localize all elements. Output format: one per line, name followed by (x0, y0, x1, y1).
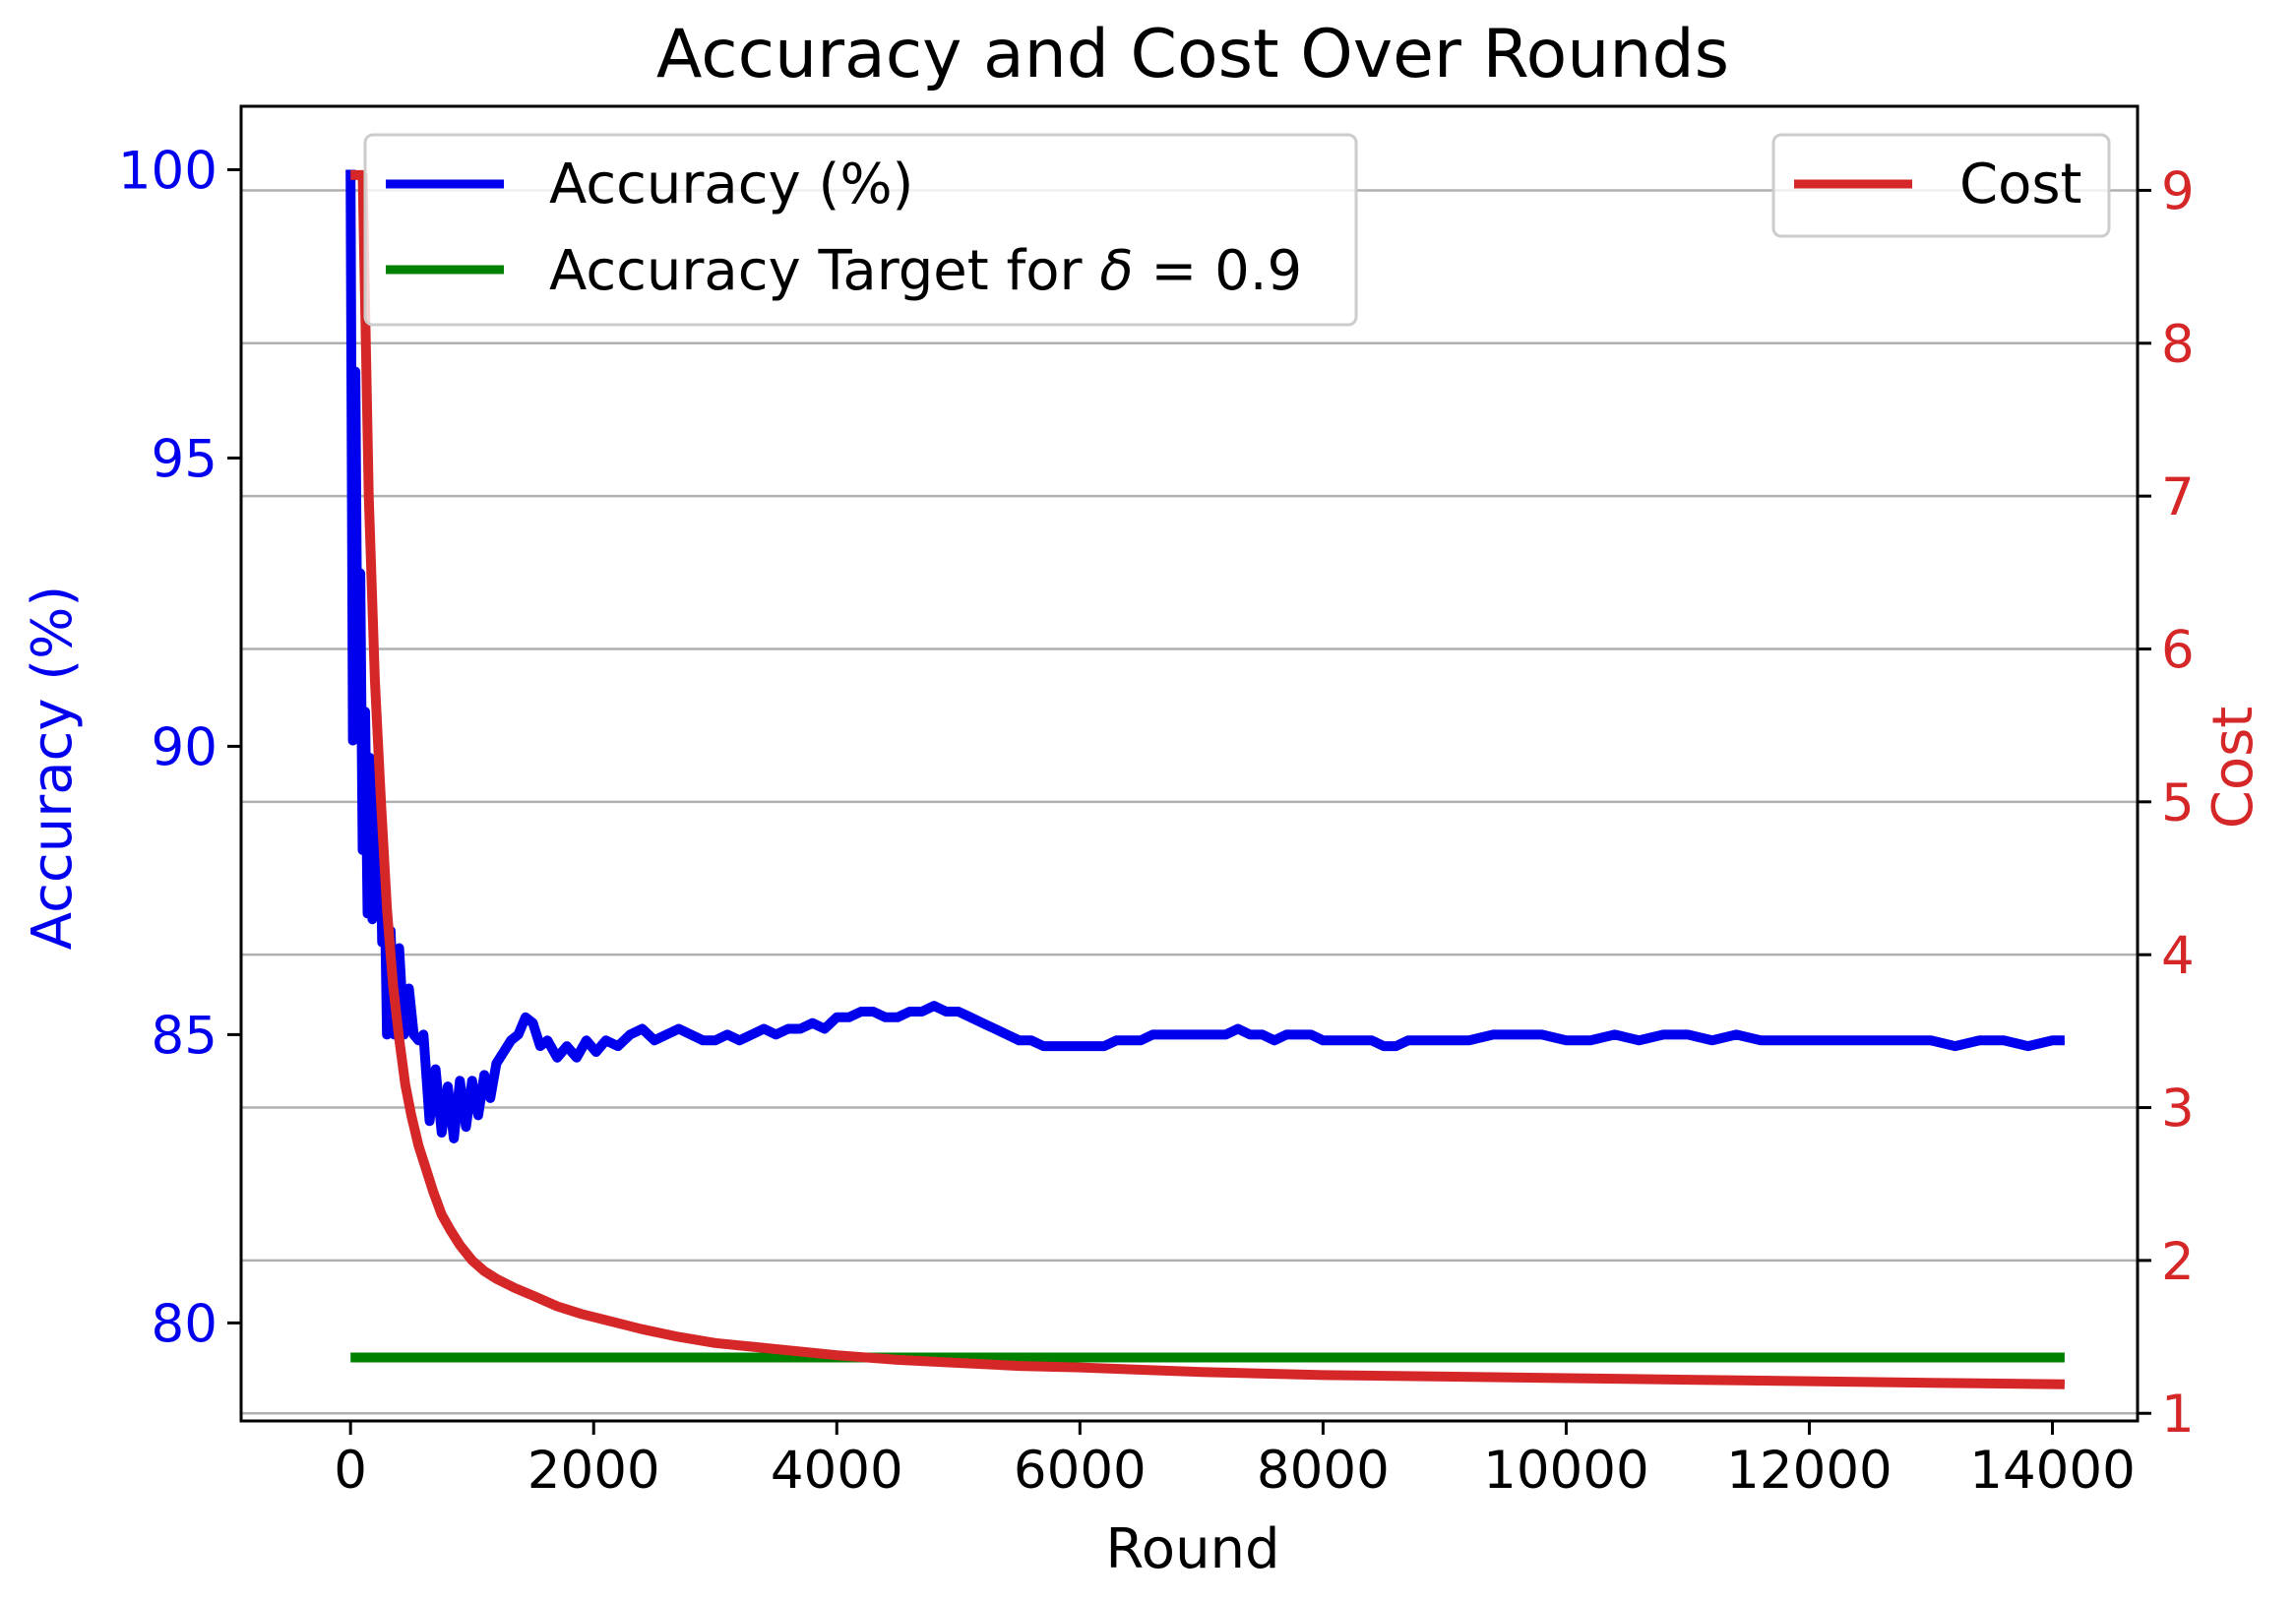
legend-label-target-symbol: δ (1099, 239, 1133, 303)
chart-title: Accuracy and Cost Over Rounds (656, 16, 1729, 93)
x-tick-label: 10000 (1483, 1441, 1649, 1501)
y-right-tick-label: 4 (2161, 926, 2195, 986)
y-left-tick-label: 95 (152, 429, 217, 489)
y-right-axis-title: Cost (2202, 707, 2265, 830)
legend-label-target-prefix: Accuracy Target for (549, 239, 1099, 303)
y-right-tick-label: 2 (2161, 1232, 2195, 1292)
y-right-tick-label: 7 (2161, 467, 2195, 527)
legend-right: Cost (1771, 133, 2111, 238)
y-right-tick-label: 3 (2161, 1079, 2195, 1140)
y-right-tick-label: 1 (2161, 1385, 2195, 1445)
x-tick-label: 12000 (1726, 1441, 1893, 1501)
y-left-tick-label: 90 (152, 717, 217, 777)
x-tick-label: 2000 (527, 1441, 660, 1501)
x-tick-label: 8000 (1257, 1441, 1390, 1501)
legend-left: Accuracy (%) Accuracy Target for δ = 0.9 (363, 133, 1358, 327)
legend-left-box (363, 133, 1358, 327)
y-right-tick-label: 6 (2161, 620, 2195, 680)
legend-label-target: Accuracy Target for δ = 0.9 (549, 239, 1302, 303)
series-line-accuracy (345, 169, 2065, 1143)
y-left-tick-label: 100 (118, 141, 217, 201)
x-tick-label: 14000 (1969, 1441, 2136, 1501)
y-left-tick-label: 85 (152, 1006, 217, 1066)
y-right-tick-label: 8 (2161, 315, 2195, 375)
plot-lines (345, 169, 2065, 1389)
x-tick-label: 6000 (1014, 1441, 1147, 1501)
legend-label-cost: Cost (1959, 153, 2082, 216)
y-right-axis: 1 2 3 4 5 6 7 8 9 (2138, 161, 2195, 1445)
y-right-tick-label: 5 (2161, 773, 2195, 833)
series-line-cost (350, 169, 2065, 1389)
legend-label-target-suffix: = 0.9 (1134, 239, 1303, 303)
x-tick-label: 4000 (771, 1441, 903, 1501)
legend-label-accuracy: Accuracy (%) (549, 153, 913, 216)
y-left-axis: 80 85 90 95 100 (118, 141, 241, 1354)
x-axis-title: Round (1105, 1517, 1279, 1581)
y-left-tick-label: 80 (152, 1294, 217, 1354)
x-tick-label: 0 (334, 1441, 367, 1501)
legend-right-box (1771, 133, 2111, 238)
y-right-tick-label: 9 (2161, 161, 2195, 221)
plot-frame (239, 104, 2140, 1423)
x-axis: 0 2000 4000 6000 8000 10000 12000 14000 (334, 1421, 2136, 1501)
y-left-axis-title: Accuracy (%) (21, 586, 85, 950)
